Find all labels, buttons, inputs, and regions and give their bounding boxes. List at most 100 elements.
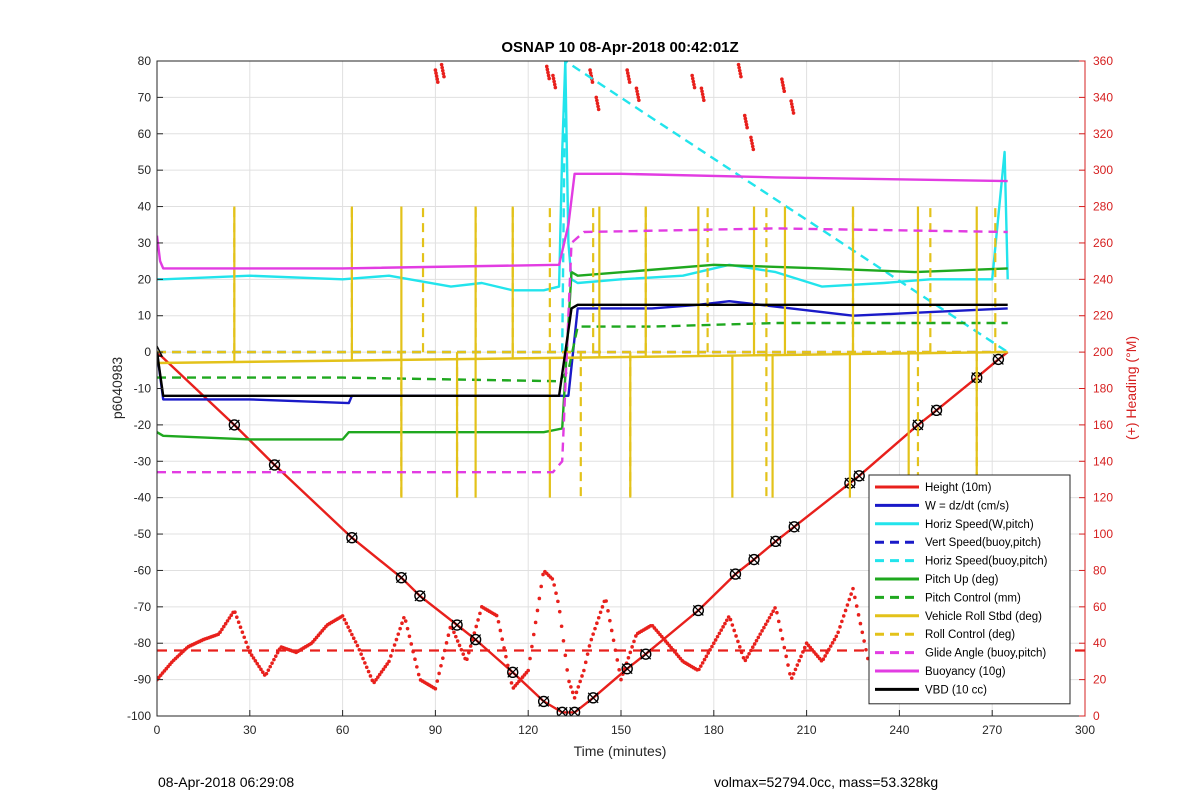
series-marker-cross	[414, 590, 426, 602]
heading-point	[275, 650, 280, 655]
heading-point	[625, 68, 629, 72]
heading-point	[348, 628, 352, 633]
heading-point	[578, 679, 582, 684]
heading-point	[781, 86, 786, 90]
heading-point	[434, 74, 439, 78]
y2-tick-label: 360	[1093, 54, 1113, 68]
heading-point	[595, 101, 600, 106]
heading-point	[377, 672, 382, 677]
heading-point	[741, 655, 746, 660]
series-marker	[228, 419, 241, 431]
heading-point	[849, 592, 853, 596]
heading-point	[617, 667, 621, 672]
heading-point	[353, 640, 358, 644]
heading-point	[692, 82, 696, 87]
heading-point	[780, 80, 785, 84]
heading-point	[856, 613, 861, 617]
heading-point	[626, 655, 631, 660]
heading-point	[700, 661, 705, 665]
heading-point	[780, 77, 784, 81]
heading-point	[606, 609, 610, 613]
heading-point	[576, 685, 581, 689]
series-pitch-control-mm-	[157, 321, 1008, 383]
heading-point	[723, 621, 727, 626]
heading-point	[838, 625, 842, 629]
heading-point	[582, 668, 586, 673]
y2-tick-label: 140	[1093, 454, 1113, 468]
heading-point	[845, 603, 850, 607]
heading-point	[596, 615, 601, 620]
heading-point	[363, 661, 367, 665]
heading-point	[615, 658, 620, 662]
y-tick-label: 0	[144, 345, 151, 359]
heading-point	[591, 632, 595, 636]
heading-point	[832, 637, 837, 642]
heading-point	[574, 690, 579, 695]
x-tick-label: 270	[982, 723, 1002, 737]
legend-label: Horiz Speed(W,pitch)	[925, 519, 1034, 531]
heading-point	[550, 577, 555, 581]
heading-point	[435, 679, 440, 683]
heading-point	[788, 671, 792, 676]
heading-point	[235, 615, 239, 619]
series-marker-cross	[621, 663, 633, 675]
heading-point	[253, 659, 258, 663]
heading-point	[776, 619, 781, 624]
heading-point	[379, 670, 384, 674]
y-axis-label: p6040983	[109, 357, 125, 420]
x-tick-label: 30	[243, 723, 257, 737]
heading-point	[611, 638, 616, 643]
heading-point	[791, 671, 796, 676]
y-tick-label: 80	[138, 54, 152, 68]
heading-point	[565, 668, 569, 672]
legend-label: Roll Control (deg)	[925, 629, 1015, 641]
heading-point	[544, 64, 549, 69]
heading-point	[407, 634, 412, 639]
legend-label: Vert Speed(buoy,pitch)	[925, 537, 1041, 549]
heading-point	[781, 83, 785, 87]
series-marker-cross	[346, 532, 358, 544]
heading-point	[227, 616, 232, 620]
heading-point	[546, 73, 551, 78]
series-line	[157, 61, 1009, 292]
heading-point	[595, 98, 599, 103]
heading-point	[273, 654, 278, 658]
heading-point	[350, 632, 354, 637]
heading-point	[454, 634, 458, 639]
heading-point	[387, 659, 391, 664]
series-marker	[395, 572, 408, 584]
heading-point	[750, 144, 755, 149]
heading-point	[396, 632, 401, 636]
y-tick-label: -100	[127, 709, 151, 723]
y2-tick-label: 20	[1093, 673, 1107, 687]
heading-point	[476, 618, 480, 622]
heading-point	[441, 71, 446, 76]
heading-point	[567, 679, 571, 684]
series-marker	[930, 404, 943, 417]
y-tick-label: 70	[138, 90, 152, 104]
heading-point	[619, 677, 623, 682]
series-marker	[748, 553, 760, 566]
heading-point	[700, 89, 704, 94]
heading-point	[737, 645, 742, 649]
heading-point	[439, 663, 443, 668]
heading-point	[346, 625, 350, 629]
heading-point	[737, 68, 742, 73]
heading-point	[830, 641, 835, 645]
heading-point	[588, 71, 593, 75]
heading-point	[268, 664, 273, 669]
heading-point	[374, 677, 378, 682]
heading-point	[627, 80, 632, 84]
heading-point	[702, 657, 707, 662]
heading-point	[791, 108, 795, 112]
heading-point	[717, 631, 722, 636]
heading-point	[570, 690, 575, 695]
series-marker	[769, 535, 782, 548]
heading-point	[376, 675, 380, 679]
heading-point	[351, 636, 356, 641]
heading-point	[743, 116, 748, 121]
series-marker-cross	[269, 459, 280, 471]
heading-point	[738, 71, 743, 76]
heading-point	[264, 671, 269, 676]
heading-point	[478, 611, 482, 616]
